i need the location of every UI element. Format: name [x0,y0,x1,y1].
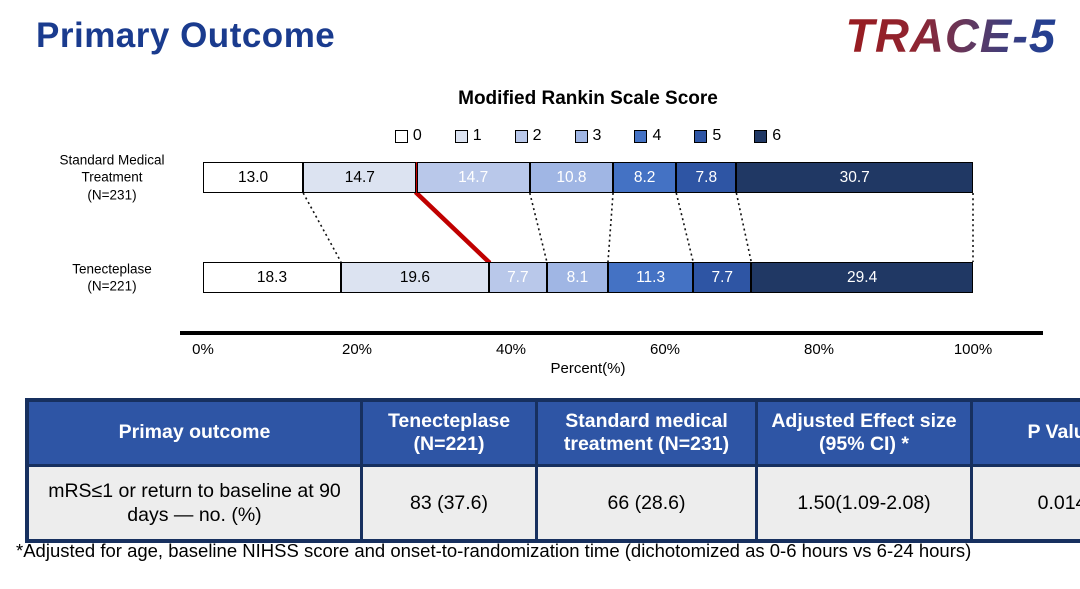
legend-swatch-2 [514,129,528,143]
segment-mrs-1: 14.7 [303,162,417,193]
connector-dotted-line [735,192,753,263]
legend: 0 1 2 3 4 5 6 [203,127,973,145]
legend-label: 3 [592,127,602,144]
legend-label: 4 [652,127,662,144]
legend-item-6: 6 [754,127,781,145]
chart-title: Modified Rankin Scale Score [458,88,718,109]
x-tick-60pct: 60% [649,341,681,358]
bar-tenecteplase: 18.3 19.6 7.7 8.1 11.3 7.7 29.4 [203,262,973,293]
legend-swatch-5 [694,129,708,143]
legend-item-5: 5 [694,127,721,145]
table-header-row: Primay outcome Tenecteplase (N=221) Standa… [25,398,1080,467]
connector-dotted-line [607,192,614,263]
legend-item-3: 3 [574,127,602,145]
table-cell: 83 (37.6) [360,464,538,543]
x-axis-ticks: 0% 20% 40% 60% 80% 100% [192,341,992,359]
segment-mrs-6: 29.4 [751,262,973,293]
connector-dotted-line [302,192,342,263]
segment-mrs-3: 8.1 [546,262,608,293]
segment-mrs-0: 13.0 [203,162,304,193]
legend-item-1: 1 [454,127,482,145]
legend-label: 1 [472,127,482,144]
x-tick-0pct: 0% [192,341,214,358]
segment-mrs-3: 10.8 [529,162,614,193]
table-cell: 66 (28.6) [535,464,758,543]
legend-label: 5 [712,127,722,144]
x-tick-80pct: 80% [803,341,835,358]
table-header-cell: Primay outcome [25,398,363,467]
table-body: mRS≤1 or return to baseline at 90 days —… [25,464,1080,543]
table-header-cell: Standard medical treatment (N=231) [535,398,758,467]
legend-item-0: 0 [394,127,422,145]
bar-label-n: (N=221) [87,278,137,294]
segment-mrs-0: 18.3 [203,262,341,293]
x-tick-20pct: 20% [341,341,373,358]
legend-item-4: 4 [634,127,661,145]
legend-swatch-0 [394,129,408,143]
legend-swatch-3 [574,129,588,143]
segment-mrs-4: 8.2 [613,162,677,193]
footnote: *Adjusted for age, baseline NIHSS score … [16,540,972,561]
trace5-logo: TRACE-5 [845,8,1066,63]
bar-label-standard-medical-treatment: Standard Medical Treatment (N=231) [31,151,193,204]
table-cell: 1.50(1.09-2.08) [755,464,973,543]
outcome-table: Primay outcome Tenecteplase (N=221) Standa… [25,398,1080,543]
segment-mrs-2: 14.7 [416,162,530,193]
segment-mrs-4: 11.3 [607,262,694,293]
x-axis-line [180,331,1043,335]
bar-label-name: Tenecteplase [72,260,152,276]
x-tick-40pct: 40% [495,341,527,358]
table-header-cell: Adjusted Effect size (95% CI) * [755,398,973,467]
legend-swatch-6 [754,129,768,143]
segment-mrs-5: 7.8 [676,162,737,193]
bar-label-tenecteplase: Tenecteplase (N=221) [31,260,193,295]
legend-label: 0 [412,127,422,144]
legend-label: 6 [772,127,782,144]
page-title: Primary Outcome [36,16,336,55]
x-tick-100pct: 100% [953,341,993,358]
plot-area: Standard Medical Treatment (N=231) 13.0 14.… [59,152,974,294]
table-cell: 0.014 [970,464,1080,543]
legend-item-2: 2 [514,127,542,145]
bar-label-name: Standard Medical Treatment [59,152,165,185]
x-axis-title: Percent(%) [550,360,626,377]
bar-label-n: (N=231) [87,187,137,203]
legend-swatch-1 [454,129,468,143]
segment-mrs-2: 7.7 [488,262,547,293]
table-cell: mRS≤1 or return to baseline at 90 days —… [25,464,363,543]
connector-dotted-line [675,192,694,263]
segment-mrs-6: 30.7 [736,162,973,193]
legend-label: 2 [532,127,542,144]
table-header-cell: P Value [970,398,1080,467]
table-header-cell: Tenecteplase (N=221) [360,398,538,467]
segment-mrs-5: 7.7 [693,262,752,293]
connector-dotted-line [529,192,548,263]
table-row: mRS≤1 or return to baseline at 90 days —… [25,464,1080,543]
segment-mrs-1: 19.6 [341,262,489,293]
bar-standard-medical-treatment: 13.0 14.7 14.7 10.8 8.2 7.8 30.7 [203,162,973,193]
legend-swatch-4 [634,129,648,143]
